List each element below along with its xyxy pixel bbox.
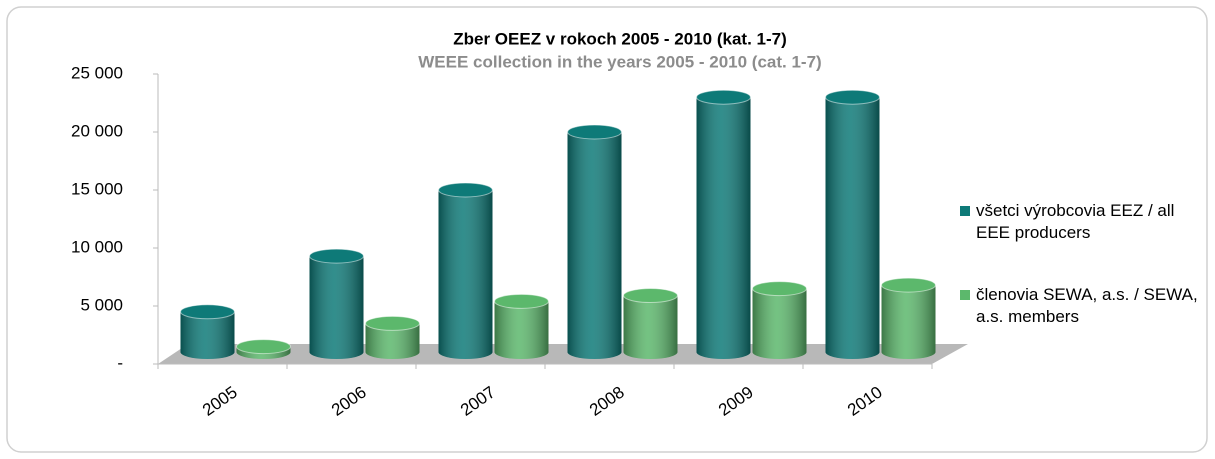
- chart-subtitle: WEEE collection in the years 2005 - 2010…: [418, 52, 821, 71]
- y-tick-label: 25 000: [71, 63, 123, 82]
- bar-top: [180, 304, 235, 320]
- bar-shade: [365, 323, 420, 360]
- legend-item: všetci výrobcovia EEZ / all EEE producer…: [960, 200, 1200, 244]
- bar-shade: [752, 288, 807, 360]
- bar-top: [881, 277, 936, 293]
- y-tick-label: 20 000: [71, 121, 123, 140]
- bar-shade: [309, 256, 364, 360]
- legend-swatch: [960, 206, 970, 216]
- legend-item: členovia SEWA, a.s. / SEWA, a.s. members: [960, 284, 1200, 328]
- bar-shade: [494, 301, 549, 360]
- bar-top: [309, 248, 364, 264]
- legend-label: všetci výrobcovia EEZ / all EEE producer…: [976, 201, 1175, 242]
- bar-shade: [881, 285, 936, 360]
- bar-shade: [825, 97, 880, 360]
- bar-top: [236, 339, 291, 355]
- y-tick-label: 10 000: [71, 237, 123, 256]
- bar-top: [494, 293, 549, 309]
- bar-shade: [438, 190, 493, 360]
- legend-label: členovia SEWA, a.s. / SEWA, a.s. members: [976, 285, 1198, 326]
- legend: všetci výrobcovia EEZ / all EEE producer…: [960, 200, 1200, 368]
- bar-top: [365, 315, 420, 331]
- bar-top: [623, 288, 678, 304]
- y-tick-label: 5 000: [80, 295, 123, 314]
- bar-top: [825, 89, 880, 105]
- bar-top: [567, 124, 622, 140]
- y-tick-label: 15 000: [71, 179, 123, 198]
- bar-shade: [696, 97, 751, 360]
- bar-shade: [567, 132, 622, 360]
- bar-top: [752, 281, 807, 297]
- bar-shade: [623, 295, 678, 360]
- bar-top: [438, 182, 493, 198]
- chart-title: Zber OEEZ v rokoch 2005 - 2010 (kat. 1-7…: [453, 29, 787, 48]
- y-tick-label: -: [117, 353, 123, 372]
- legend-swatch: [960, 290, 970, 300]
- bar-shade: [180, 311, 235, 360]
- bar-top: [696, 89, 751, 105]
